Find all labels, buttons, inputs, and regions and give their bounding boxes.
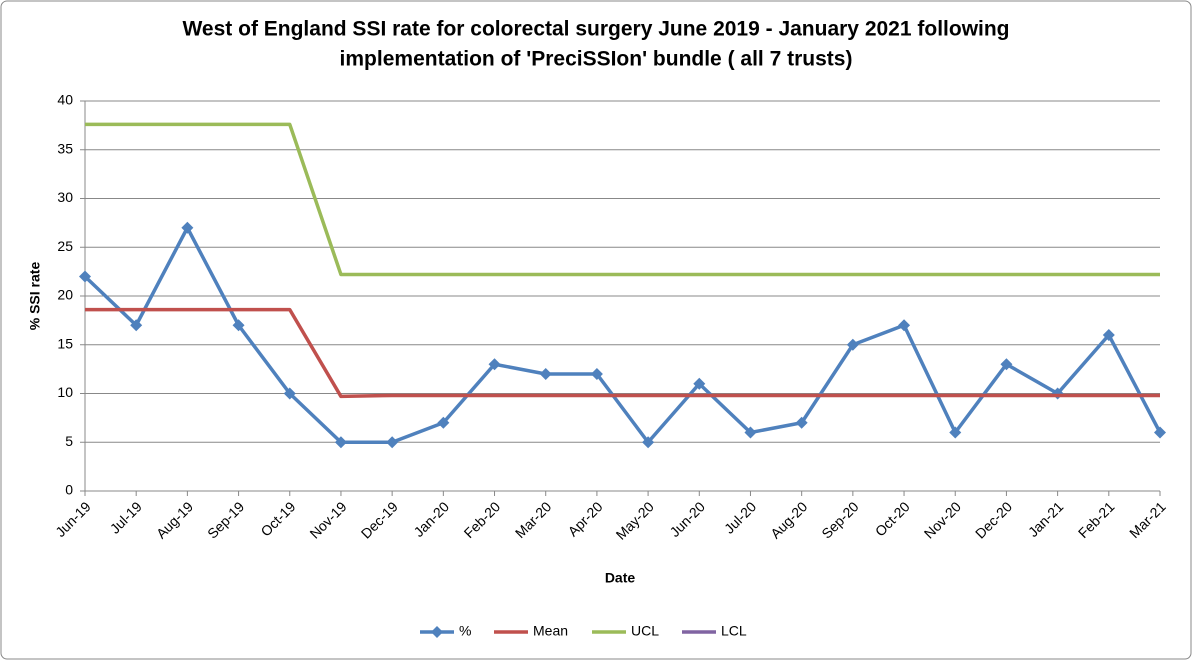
chart-title: West of England SSI rate for colorectal … xyxy=(182,18,1009,41)
point xyxy=(898,319,911,332)
series-line xyxy=(83,226,1162,444)
point xyxy=(539,368,552,380)
point xyxy=(437,416,450,429)
y-tick-label: 20 xyxy=(57,287,73,303)
point xyxy=(79,270,91,283)
legend-label: % xyxy=(459,623,471,639)
point xyxy=(744,426,757,439)
point xyxy=(949,426,962,439)
legend-marker xyxy=(431,626,443,638)
point xyxy=(795,416,808,429)
y-tick-label: 40 xyxy=(57,92,73,108)
legend-label: Mean xyxy=(533,623,568,639)
y-tick-label: 5 xyxy=(65,433,73,449)
point xyxy=(846,338,859,351)
y-tick-label: 0 xyxy=(65,482,73,498)
point xyxy=(130,319,143,332)
y-tick-label: 30 xyxy=(57,189,73,205)
point xyxy=(488,358,501,371)
point xyxy=(693,377,706,390)
series-line xyxy=(85,122,1160,277)
point xyxy=(334,436,347,449)
point xyxy=(1154,426,1166,439)
x-axis-title: Date xyxy=(605,570,636,586)
y-tick-label: 10 xyxy=(57,384,73,400)
point xyxy=(590,368,603,380)
point xyxy=(232,319,245,332)
point xyxy=(181,221,194,234)
point xyxy=(386,436,399,449)
legend-label: UCL xyxy=(631,623,659,639)
legend-label: LCL xyxy=(721,623,747,639)
point xyxy=(642,436,655,449)
point xyxy=(1000,358,1013,371)
series-line xyxy=(85,307,1160,399)
point xyxy=(1102,329,1115,341)
y-tick-label: 35 xyxy=(57,140,73,156)
y-tick-label: 25 xyxy=(57,238,73,254)
point xyxy=(283,387,296,400)
chart-title: implementation of 'PreciSSIon' bundle ( … xyxy=(340,48,853,71)
y-axis-title: % SSI rate xyxy=(27,262,43,331)
y-tick-label: 15 xyxy=(57,335,73,351)
